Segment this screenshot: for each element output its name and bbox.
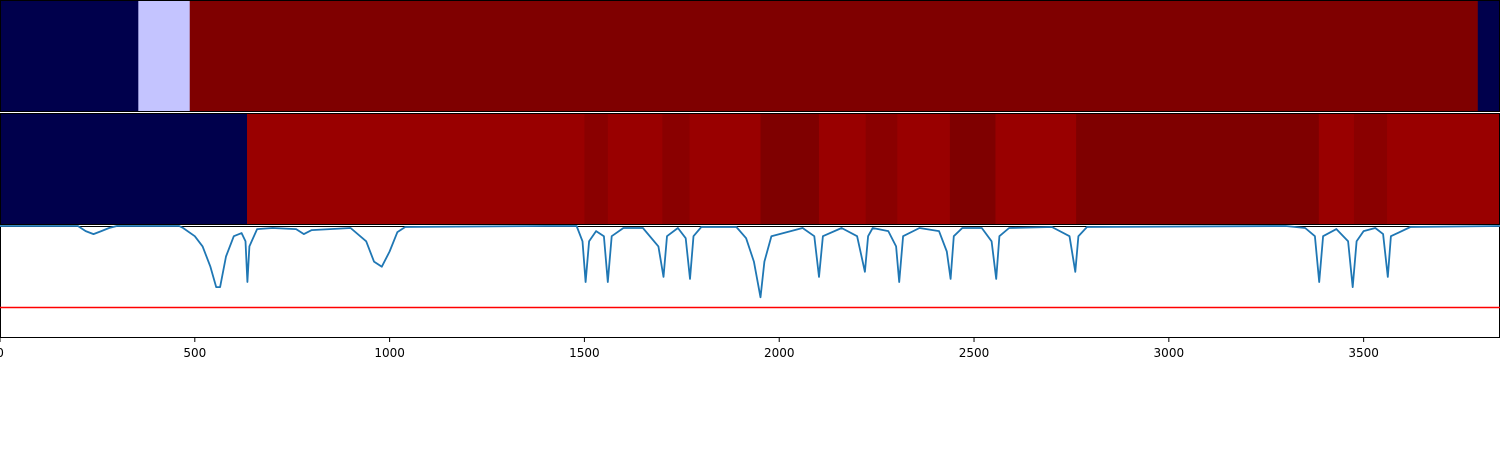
heatmap-cell	[949, 113, 996, 225]
signal-line	[0, 225, 1500, 299]
heatmap-cell	[138, 0, 191, 112]
heatmap-cell	[1353, 113, 1388, 225]
heatmap-cell	[760, 113, 820, 225]
heatmap-cell	[189, 0, 1479, 112]
heatmap-cell	[247, 113, 585, 225]
heatmap-cell	[662, 113, 691, 225]
heatmap-cell	[865, 113, 898, 225]
heatmap-cell	[1387, 113, 1500, 225]
heatmap-cell	[0, 113, 248, 225]
x-axis: 0 500 1000 1500 2000 2500 3000 3500	[0, 338, 1379, 360]
x-tick-label: 1500	[569, 346, 600, 360]
middle-heatmap-strip	[0, 113, 1500, 225]
heatmap-cell	[0, 0, 139, 112]
x-tick-label: 3500	[1348, 346, 1379, 360]
heatmap-cell	[1318, 113, 1355, 225]
x-tick-label: 0	[0, 346, 4, 360]
top-heatmap-strip	[0, 0, 1500, 112]
x-tick-label: 2500	[959, 346, 990, 360]
heatmap-cell	[584, 113, 609, 225]
heatmap-cell	[1477, 0, 1500, 112]
heatmap-cell	[1076, 113, 1320, 225]
line-plot-panel	[0, 225, 1500, 338]
x-tick-label: 3000	[1154, 346, 1185, 360]
x-tick-label: 2000	[764, 346, 795, 360]
heatmap-cell	[607, 113, 663, 225]
heatmap-cell	[995, 113, 1077, 225]
heatmap-cell	[689, 113, 762, 225]
plot-frame	[0, 226, 1500, 338]
heatmap-cell	[818, 113, 867, 225]
heatmap-cell	[897, 113, 951, 225]
x-tick-label: 500	[183, 346, 206, 360]
x-tick-label: 1000	[374, 346, 405, 360]
